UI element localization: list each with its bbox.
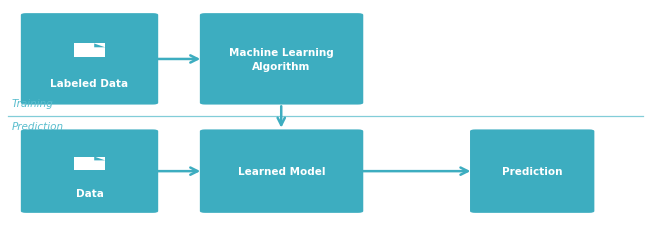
FancyBboxPatch shape (21, 14, 158, 105)
FancyBboxPatch shape (21, 130, 158, 213)
Text: Data: Data (76, 189, 104, 199)
Text: Labeled Data: Labeled Data (50, 79, 129, 89)
Text: Training: Training (12, 98, 53, 108)
FancyBboxPatch shape (470, 130, 594, 213)
Polygon shape (94, 157, 105, 161)
Text: Machine Learning
Algorithm: Machine Learning Algorithm (229, 48, 334, 72)
Text: Learned Model: Learned Model (238, 166, 326, 176)
FancyBboxPatch shape (74, 44, 105, 57)
Text: Prediction: Prediction (502, 166, 562, 176)
Polygon shape (94, 44, 105, 48)
FancyBboxPatch shape (200, 130, 363, 213)
FancyBboxPatch shape (200, 14, 363, 105)
FancyBboxPatch shape (74, 157, 105, 170)
Text: Prediction: Prediction (12, 121, 64, 131)
